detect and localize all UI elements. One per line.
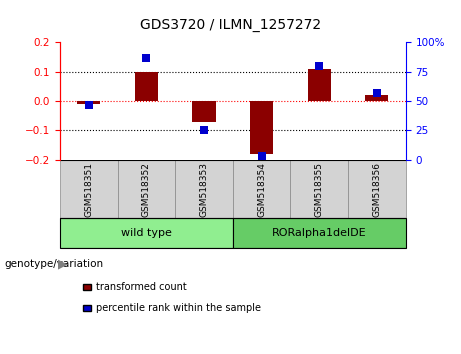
Bar (193, 101, 216, 122)
Bar (233, 160, 290, 218)
Text: RORalpha1delDE: RORalpha1delDE (272, 228, 366, 238)
Bar (118, 160, 175, 218)
Point (315, 63, 323, 69)
Text: GSM518353: GSM518353 (200, 162, 208, 217)
Bar (365, 95, 388, 101)
Point (142, 55, 150, 61)
Bar (290, 160, 348, 218)
Bar (348, 160, 406, 218)
Bar (233, 218, 406, 248)
Point (373, 90, 381, 96)
Text: genotype/variation: genotype/variation (5, 259, 104, 269)
Text: GSM518351: GSM518351 (84, 162, 93, 217)
Bar (60, 218, 233, 248)
Text: wild type: wild type (121, 228, 172, 238)
Point (258, 153, 266, 159)
Bar (135, 72, 158, 101)
Bar (60, 160, 118, 218)
Bar (308, 69, 331, 101)
Text: GDS3720 / ILMN_1257272: GDS3720 / ILMN_1257272 (140, 18, 321, 32)
Text: GSM518356: GSM518356 (372, 162, 381, 217)
Text: GSM518355: GSM518355 (315, 162, 324, 217)
Text: ▶: ▶ (58, 257, 67, 270)
Text: GSM518352: GSM518352 (142, 162, 151, 217)
Text: transformed count: transformed count (96, 282, 187, 292)
Bar (250, 101, 273, 154)
Text: GSM518354: GSM518354 (257, 162, 266, 217)
Bar (175, 160, 233, 218)
Text: percentile rank within the sample: percentile rank within the sample (96, 303, 261, 313)
Bar (77, 101, 100, 104)
Point (85, 102, 92, 108)
Point (200, 128, 207, 133)
